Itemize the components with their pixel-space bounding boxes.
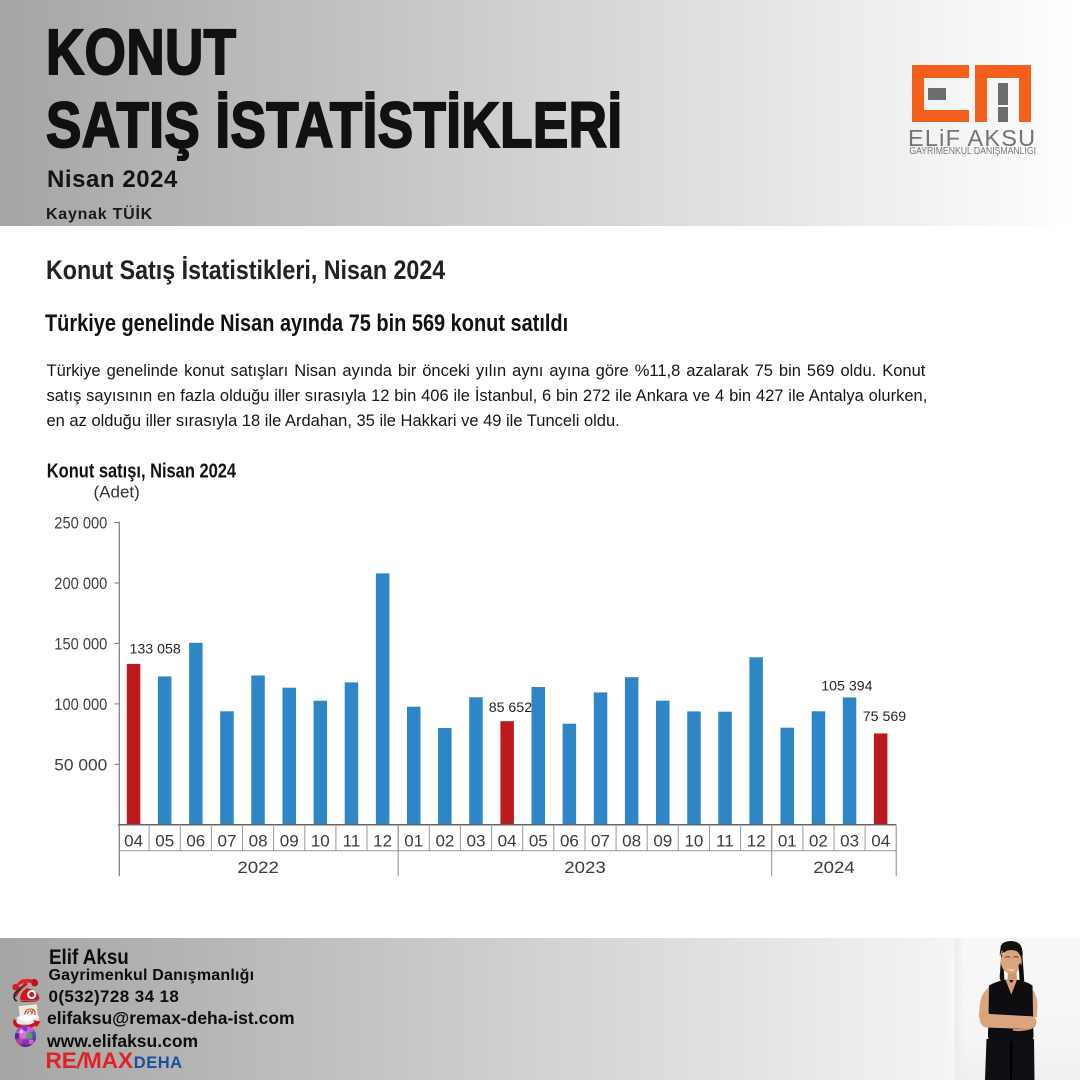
svg-text:200 000: 200 000 [54,574,107,593]
svg-text:12: 12 [747,831,766,850]
svg-text:12: 12 [373,831,392,850]
svg-text:105 394: 105 394 [821,678,872,694]
svg-text:04: 04 [124,831,143,850]
svg-text:133 058: 133 058 [130,641,181,657]
svg-text:08: 08 [622,831,641,850]
svg-text:(Adet): (Adet) [94,482,140,501]
svg-text:05: 05 [155,831,174,850]
svg-text:07: 07 [591,831,610,850]
svg-text:150 000: 150 000 [54,635,107,654]
svg-text:100 000: 100 000 [54,695,107,714]
svg-text:250 000: 250 000 [54,514,107,533]
svg-text:07: 07 [218,831,237,850]
svg-text:04: 04 [871,831,890,850]
svg-text:Konut satışı, Nisan 2024: Konut satışı, Nisan 2024 [47,459,237,482]
svg-text:85 652: 85 652 [489,700,533,716]
svg-text:11: 11 [716,831,734,850]
svg-text:2022: 2022 [237,859,279,877]
svg-text:03: 03 [467,831,486,850]
svg-text:08: 08 [249,831,268,850]
svg-text:10: 10 [684,831,703,850]
svg-text:05: 05 [529,831,548,850]
svg-text:01: 01 [404,831,423,850]
svg-text:50 000: 50 000 [54,756,107,775]
svg-text:06: 06 [560,831,579,850]
svg-text:2024: 2024 [813,859,855,877]
svg-text:10: 10 [311,831,330,850]
svg-text:11: 11 [343,831,361,850]
svg-text:09: 09 [653,831,672,850]
svg-text:75 569: 75 569 [863,709,907,725]
svg-text:01: 01 [778,831,797,850]
svg-text:02: 02 [435,831,454,850]
svg-text:04: 04 [498,831,517,850]
svg-text:2023: 2023 [564,859,606,877]
svg-text:06: 06 [186,831,205,850]
svg-text:03: 03 [840,831,859,850]
svg-text:02: 02 [809,831,828,850]
svg-text:09: 09 [280,831,299,850]
